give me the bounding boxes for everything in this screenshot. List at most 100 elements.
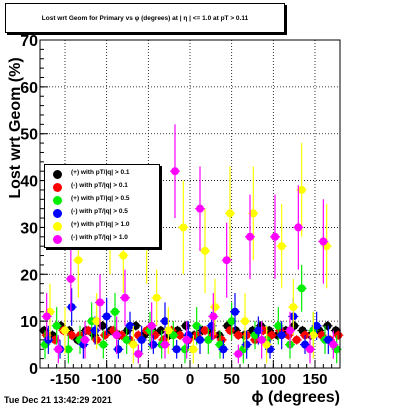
- y-tick-label: 50: [20, 127, 38, 144]
- data-point: [61, 326, 69, 335]
- data-point: [134, 349, 143, 358]
- data-point: [242, 340, 251, 349]
- legend-marker-icon: [53, 170, 62, 179]
- x-tick-label: -150: [50, 371, 80, 388]
- data-point: [42, 312, 51, 321]
- data-point: [222, 256, 231, 265]
- data-point: [227, 317, 236, 326]
- legend-marker-icon: [53, 222, 62, 231]
- data-point: [196, 204, 204, 213]
- data-point: [81, 335, 89, 344]
- data-point: [286, 326, 294, 335]
- data-point: [274, 321, 283, 330]
- x-axis-label: ϕ (degrees): [252, 389, 340, 406]
- legend-label: (-) with pT/|q| > 1.0: [71, 234, 128, 241]
- data-point: [67, 331, 76, 340]
- data-point: [91, 326, 99, 335]
- y-tick-label: 70: [20, 33, 38, 50]
- timestamp: Tue Dec 21 13:42:29 2021: [4, 395, 112, 405]
- legend-marker-icon: [53, 209, 62, 218]
- data-point: [64, 345, 73, 354]
- data-point: [329, 340, 338, 349]
- data-point: [226, 326, 234, 335]
- legend-label: (+) with pT/|q| > 0.5: [71, 195, 130, 202]
- data-point: [161, 340, 169, 349]
- data-point: [149, 340, 158, 349]
- data-point: [234, 331, 243, 340]
- x-tick-label: -100: [92, 371, 122, 388]
- series-layer: [39, 124, 344, 364]
- x-tick-label: -50: [137, 371, 159, 388]
- data-point: [179, 223, 188, 232]
- legend-label: (-) with pT/|q| > 0.5: [71, 208, 128, 215]
- data-point: [111, 307, 119, 316]
- data-point: [156, 326, 165, 335]
- data-point: [226, 209, 234, 218]
- data-point: [182, 335, 191, 344]
- x-tick-label: 100: [261, 371, 286, 388]
- data-point: [196, 335, 204, 344]
- x-tick-label: 50: [223, 371, 240, 388]
- y-axis-label: Lost wrt Geom (%): [7, 57, 24, 198]
- data-point: [219, 345, 228, 354]
- data-point: [277, 331, 286, 340]
- data-point: [271, 232, 279, 241]
- data-point: [294, 223, 303, 232]
- data-point: [114, 345, 123, 354]
- legend-entry: (+) with pT/|q| > 0.1: [45, 168, 159, 181]
- data-point: [246, 232, 254, 241]
- data-point: [152, 293, 161, 302]
- data-point: [171, 167, 179, 176]
- data-point: [101, 331, 109, 340]
- legend: (+) with pT/|q| > 0.1 (-) with pT/|q| > 0…: [44, 164, 160, 248]
- data-point: [189, 345, 198, 354]
- legend-marker-icon: [53, 196, 62, 205]
- legend-label: (+) with pT/|q| > 0.1: [71, 169, 130, 176]
- data-point: [119, 251, 128, 260]
- data-point: [249, 209, 258, 218]
- y-tick-label: 30: [20, 220, 38, 237]
- data-point: [234, 349, 243, 358]
- chart-title: Lost wrt Geom for Primary vs φ (degrees)…: [41, 14, 249, 22]
- data-point: [147, 321, 156, 330]
- data-point: [129, 340, 138, 349]
- y-tick-label: 40: [20, 174, 38, 191]
- x-tick-label: 150: [302, 371, 327, 388]
- series-group: [41, 124, 339, 364]
- data-point: [172, 345, 181, 354]
- data-point: [211, 303, 219, 312]
- data-point: [192, 321, 201, 330]
- data-point: [297, 185, 306, 194]
- legend-entry: (+) with pT/|q| > 0.5: [45, 194, 159, 207]
- data-point: [92, 317, 101, 326]
- data-point: [99, 340, 108, 349]
- data-point: [96, 298, 104, 307]
- data-point: [54, 345, 63, 354]
- data-point: [112, 331, 121, 340]
- legend-marker-icon: [53, 235, 62, 244]
- data-point: [301, 340, 309, 349]
- legend-marker-icon: [53, 183, 62, 192]
- data-point: [169, 331, 178, 340]
- data-point: [67, 303, 76, 312]
- data-point: [161, 317, 169, 326]
- data-point: [231, 307, 239, 316]
- data-point: [204, 335, 213, 344]
- data-point: [176, 331, 184, 340]
- data-point: [126, 321, 134, 330]
- data-point: [289, 303, 298, 312]
- data-point: [306, 345, 314, 354]
- x-tick-label: 0: [186, 371, 194, 388]
- legend-label: (-) with pT/|q| > 0.1: [71, 182, 128, 189]
- data-point: [201, 246, 209, 255]
- data-point: [241, 317, 249, 326]
- data-point: [277, 242, 286, 251]
- data-point: [52, 321, 61, 330]
- axis-layer: -150 -100 -50 0 50 100 150 0 10 20 30 40 50 60 70: [20, 33, 341, 388]
- y-tick-label: 20: [20, 267, 38, 284]
- data-point: [137, 335, 146, 344]
- legend-entry: (-) with pT/|q| > 0.1: [45, 181, 159, 194]
- data-point: [209, 312, 218, 321]
- data-point: [312, 321, 321, 330]
- y-tick-label: 10: [20, 314, 38, 331]
